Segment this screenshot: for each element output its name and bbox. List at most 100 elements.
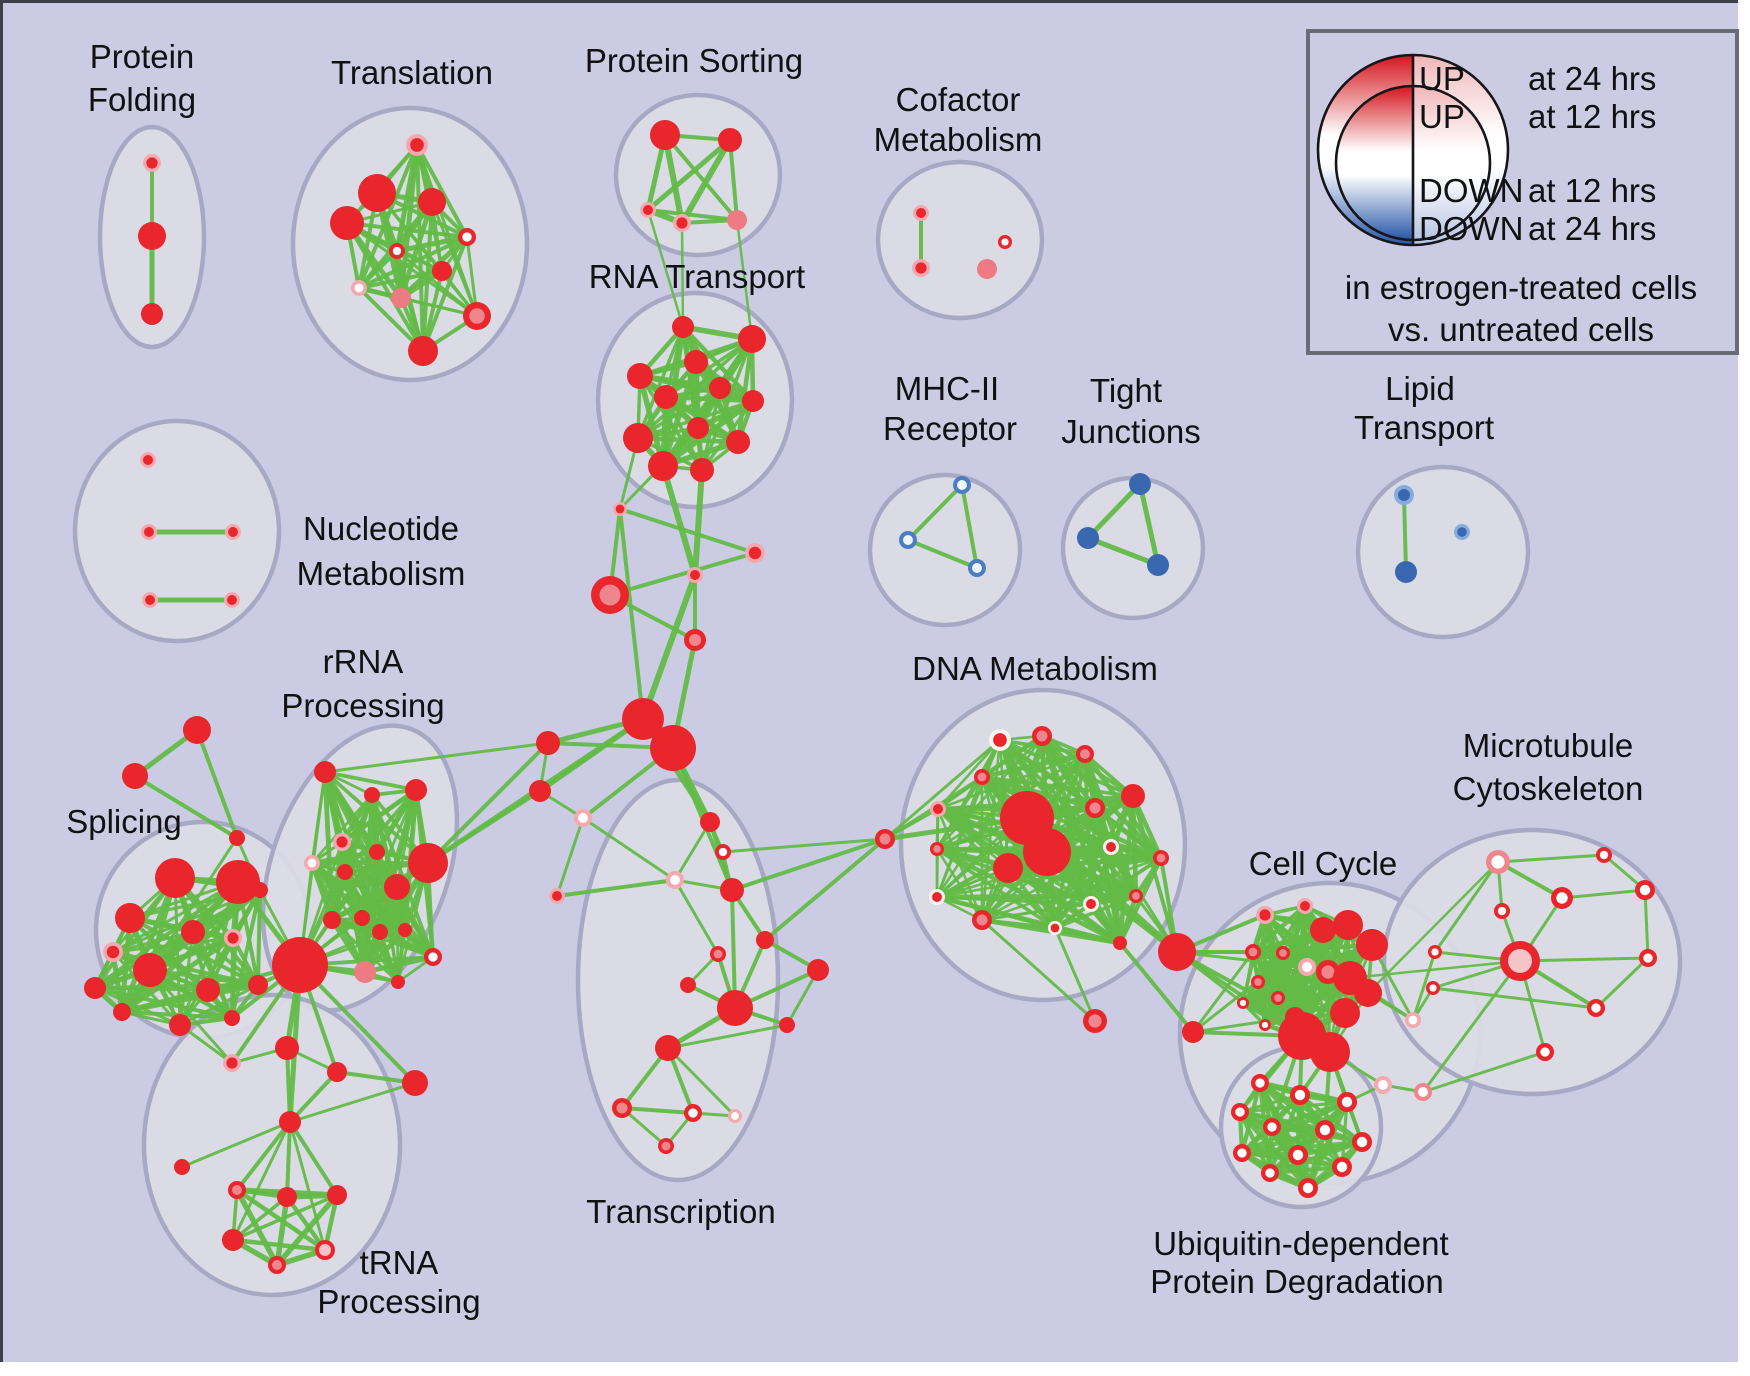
cluster-ellipse-cofactor-metabolism — [875, 159, 1045, 321]
cluster-label-microtubule-cytoskeleton-0: Microtubule — [1463, 727, 1634, 764]
network-node-core — [1429, 984, 1437, 992]
legend-direction-label-3: DOWN — [1419, 210, 1523, 247]
legend-ring-half — [1413, 86, 1490, 240]
cluster-label-mhc-ii-receptor-1: Receptor — [883, 410, 1017, 447]
network-node-core — [319, 1244, 331, 1256]
network-node — [155, 858, 195, 898]
cluster-ellipse-lipid-transport — [1355, 464, 1531, 640]
network-node — [314, 761, 336, 783]
network-edge — [979, 774, 1098, 811]
network-node-core — [731, 1112, 739, 1120]
network-node — [1310, 917, 1336, 943]
network-edge — [980, 775, 1135, 798]
network-node-core — [690, 570, 700, 580]
network-edge — [1560, 888, 1647, 900]
network-edge — [663, 133, 739, 222]
network-node — [408, 843, 448, 883]
cluster-label-mhc-ii-receptor-0: MHC-II — [895, 370, 999, 407]
network-node-core — [1302, 962, 1312, 972]
network-edge — [230, 1237, 328, 1253]
network-node-core — [428, 952, 438, 962]
cluster-label-transcription-0: Transcription — [586, 1193, 776, 1230]
cluster-label-protein-folding-1: Folding — [88, 81, 196, 118]
network-edge — [288, 1120, 327, 1252]
network-node-core — [1643, 953, 1653, 963]
network-node — [1147, 554, 1169, 576]
legend-direction-label-2: DOWN — [1419, 172, 1523, 209]
network-edge — [415, 143, 469, 239]
network-node — [327, 1062, 347, 1082]
network-node — [398, 923, 412, 937]
network-node-core — [146, 157, 158, 169]
network-node-core — [228, 527, 238, 537]
network-node — [622, 698, 664, 740]
network-edge — [735, 218, 754, 341]
network-node — [229, 830, 245, 846]
network-edge — [133, 774, 239, 840]
network-node-core — [1089, 802, 1101, 814]
network-node — [138, 222, 166, 250]
network-edge — [935, 845, 1113, 899]
network-node-core — [1300, 901, 1310, 911]
network-edge — [1191, 950, 1255, 1034]
network-edge — [335, 1070, 417, 1085]
network-edge — [906, 483, 964, 542]
network-edge — [357, 269, 444, 290]
network-node-core — [1591, 1003, 1601, 1013]
cluster-label-splicing-0: Splicing — [66, 803, 182, 840]
legend-time-label-0: at 24 hrs — [1528, 60, 1656, 97]
network-node-core — [1556, 892, 1568, 904]
network-edge — [555, 878, 677, 898]
network-edge — [1238, 1093, 1302, 1114]
legend-caption-line-0: in estrogen-treated cells — [1345, 269, 1697, 306]
network-edge — [1131, 794, 1179, 954]
network-edge — [148, 968, 234, 1065]
legend-direction-label-1: UP — [1419, 98, 1465, 135]
cluster-label-ubiquitin-degradation-1: Protein Degradation — [1150, 1263, 1444, 1300]
network-edge — [663, 394, 756, 404]
network-edge — [979, 751, 1088, 780]
network-edge — [666, 1046, 737, 1118]
network-node-core — [1319, 1124, 1331, 1136]
network-node-core — [879, 833, 891, 845]
network-node-core — [1398, 489, 1410, 501]
network-edge — [231, 1120, 292, 1242]
network-node — [977, 259, 997, 279]
network-edge — [637, 373, 756, 404]
network-node-core — [933, 804, 943, 814]
network-edge — [362, 954, 436, 975]
network-node-core — [1418, 1087, 1428, 1097]
cluster-label-lipid-transport-0: Lipid — [1385, 370, 1455, 407]
network-edge — [660, 463, 698, 578]
network-node-core — [1431, 948, 1439, 956]
network-node — [690, 458, 714, 482]
network-node-core — [1001, 238, 1009, 246]
network-edge — [692, 467, 705, 578]
network-node-core — [1279, 949, 1287, 957]
network-edge — [285, 1120, 292, 1199]
network-edge — [426, 741, 550, 865]
network-edge — [608, 551, 757, 597]
network-node — [277, 1187, 297, 1207]
network-edge — [288, 1070, 339, 1124]
cluster-label-protein-sorting-0: Protein Sorting — [585, 42, 803, 79]
network-node — [354, 961, 376, 983]
network-edge — [883, 738, 1002, 841]
network-edge — [666, 1023, 789, 1050]
network-node — [330, 206, 364, 240]
network-node — [84, 977, 106, 999]
network-edge — [178, 930, 195, 1027]
network-node-core — [1497, 906, 1507, 916]
network-node-core — [462, 232, 472, 242]
network-node-core — [354, 283, 364, 293]
network-node-core — [748, 546, 762, 560]
network-node — [196, 978, 220, 1002]
network-edge — [195, 728, 239, 840]
network-node — [354, 910, 370, 926]
cluster-label-lipid-transport-1: Transport — [1354, 409, 1494, 446]
network-edge — [620, 1106, 695, 1115]
network-node — [113, 1003, 131, 1021]
network-node — [536, 731, 560, 755]
